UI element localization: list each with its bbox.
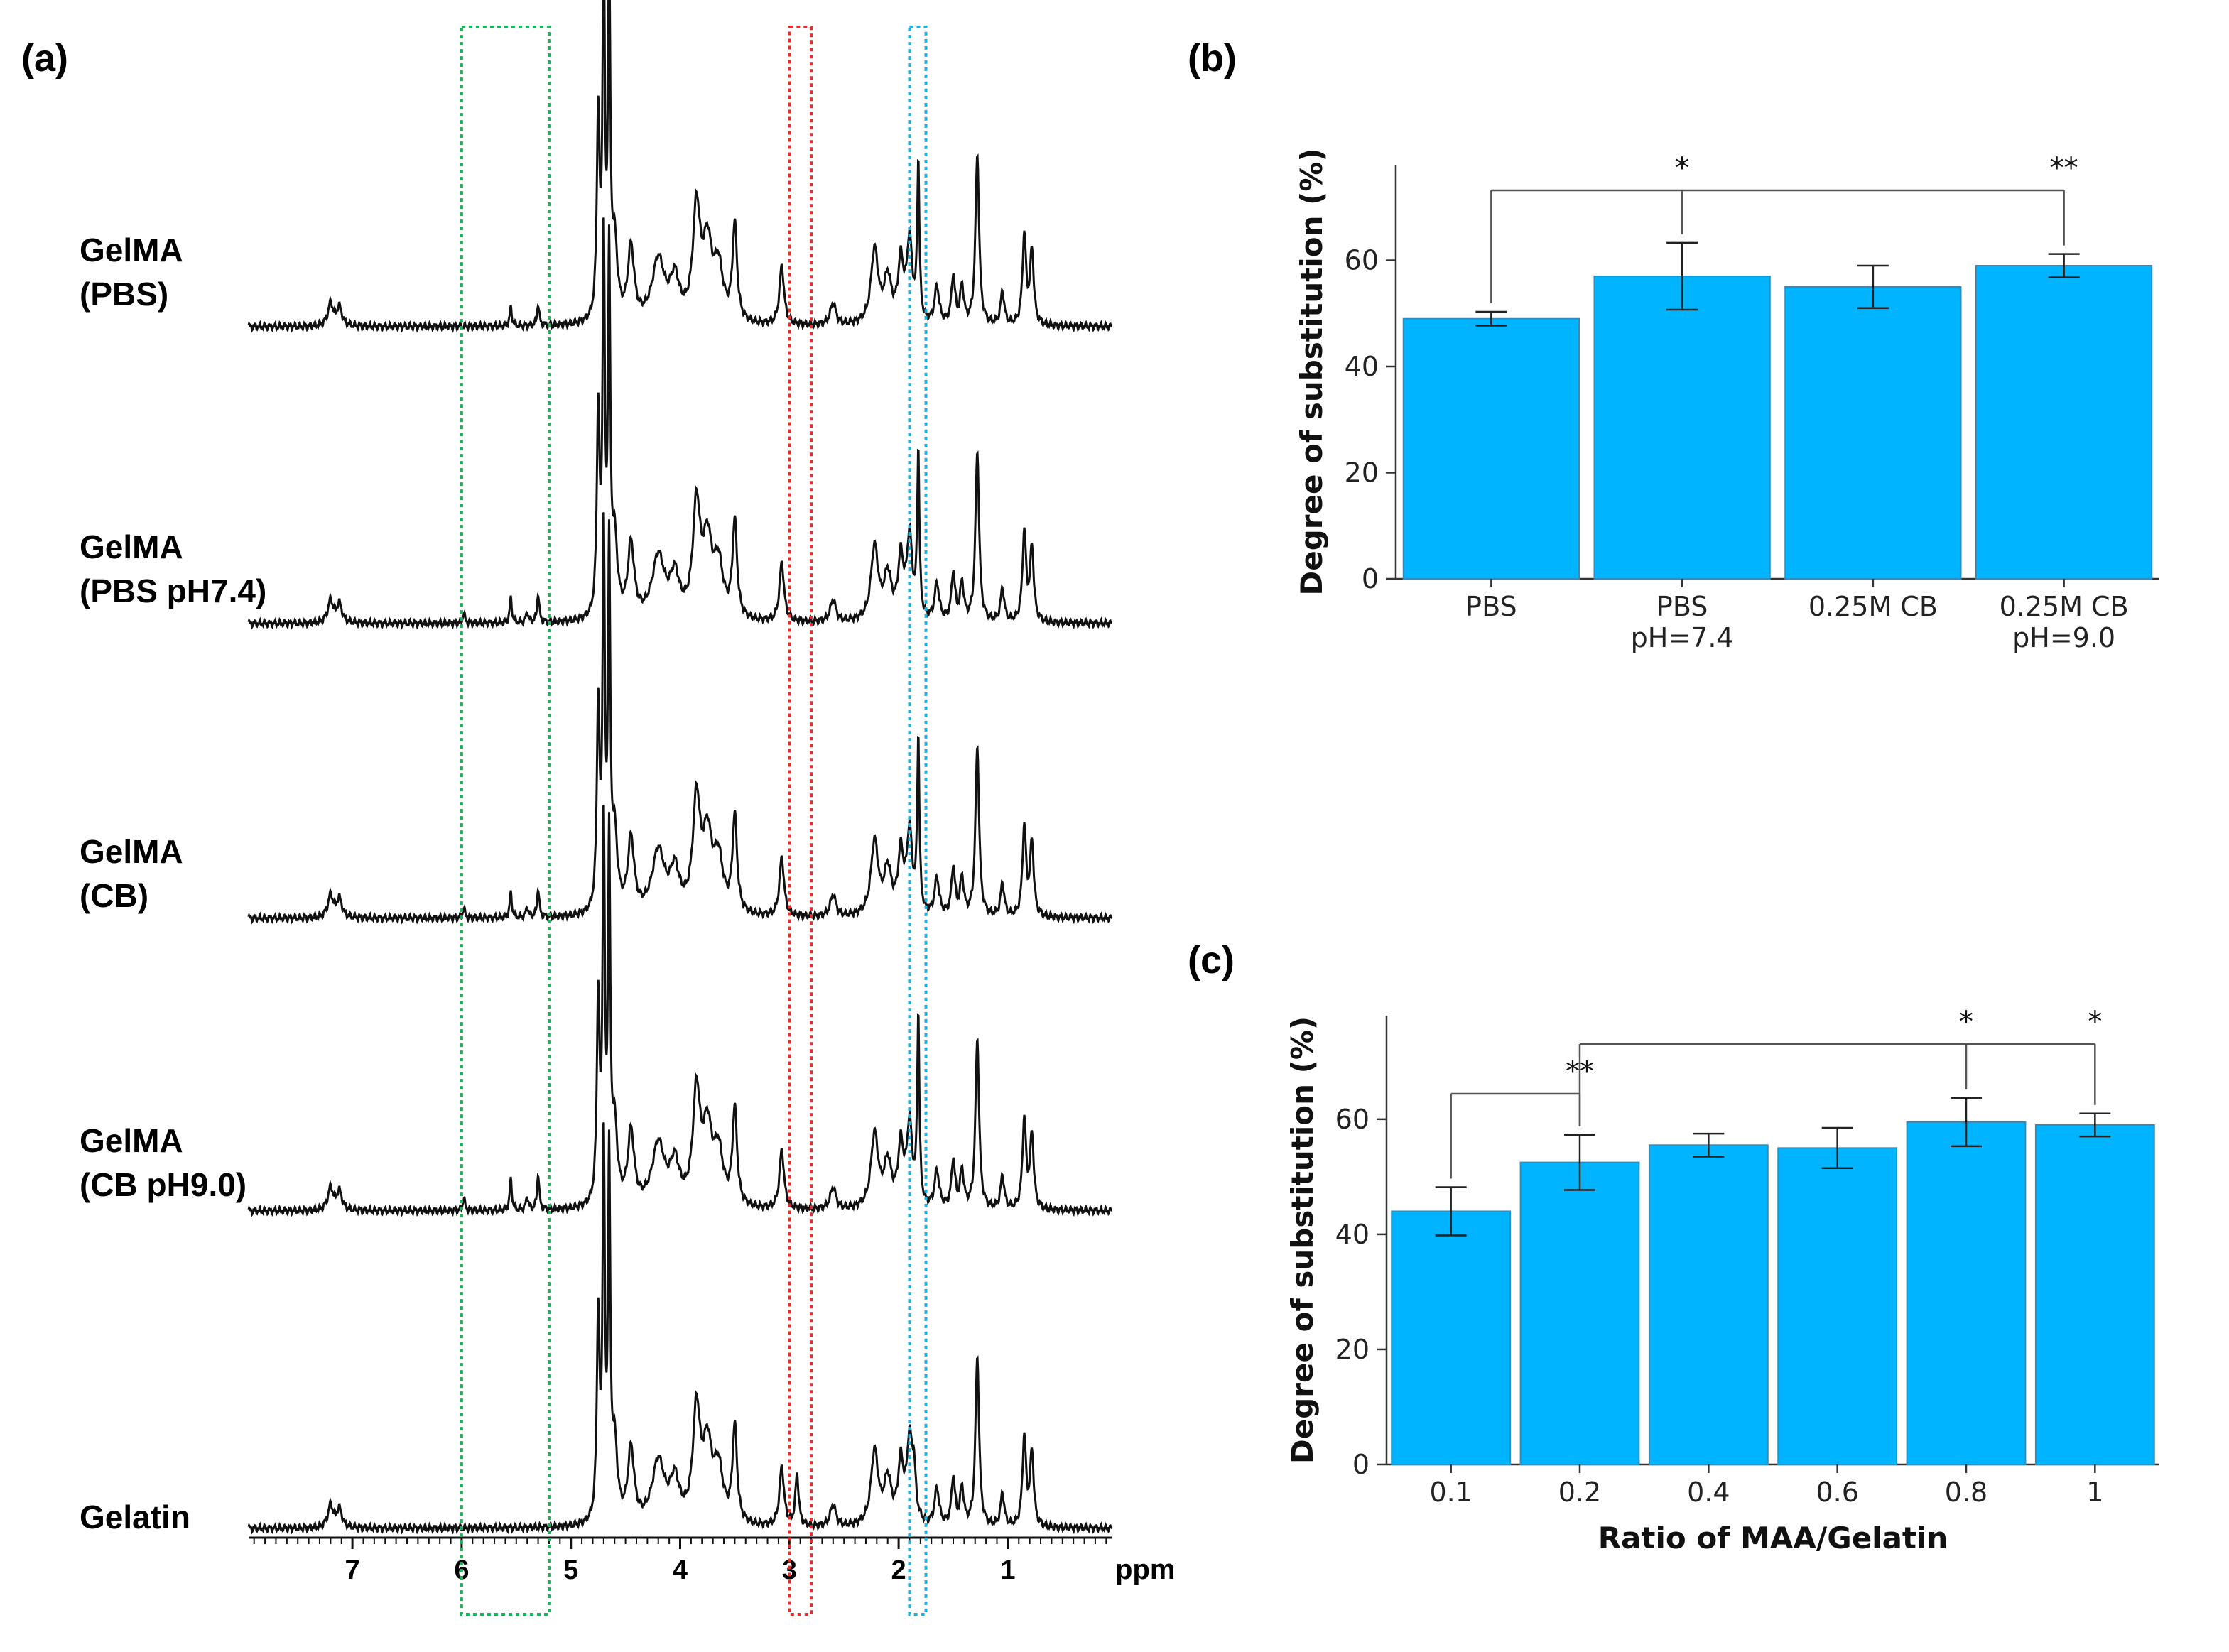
highlight-box-lysine xyxy=(788,26,813,1616)
highlight-box-vinyl xyxy=(460,26,551,1616)
x-tick-label: 0.6 xyxy=(1816,1477,1858,1508)
nmr-spectrum-line-2 xyxy=(247,511,1113,925)
nmr-spectrum-line-0 xyxy=(247,0,1113,333)
x-tick-label: pH=7.4 xyxy=(1631,622,1734,653)
spectrum-label-3-0: GelMA xyxy=(80,1122,183,1159)
x-tick-label: 1 xyxy=(2086,1477,2103,1508)
nmr-x-tick-label: 2 xyxy=(891,1555,906,1585)
nmr-x-tick-label: 7 xyxy=(345,1555,360,1585)
significance-label: * xyxy=(1959,1006,1973,1038)
x-axis-title: Ratio of MAA/Gelatin xyxy=(1598,1521,1948,1555)
spectrum-label-1-1: (PBS pH7.4) xyxy=(80,572,266,609)
y-tick-label: 40 xyxy=(1345,351,1379,382)
x-tick-label: PBS xyxy=(1465,591,1517,622)
nmr-spectrum-line-1 xyxy=(247,217,1113,630)
spectrum-label-4-0: Gelatin xyxy=(80,1499,190,1536)
spectrum-label-2-1: (CB) xyxy=(80,877,148,914)
spectrum-label-2-0: GelMA xyxy=(80,833,183,870)
bar-2 xyxy=(1784,286,1962,580)
x-tick-label: PBS xyxy=(1656,591,1708,622)
bar-0 xyxy=(1391,1210,1512,1465)
nmr-x-tick-label: 1 xyxy=(1000,1555,1015,1585)
x-tick-label: 0.2 xyxy=(1558,1477,1601,1508)
nmr-x-axis-title: ppm xyxy=(1115,1554,1175,1585)
bar-3 xyxy=(1777,1147,1898,1466)
bar-3 xyxy=(1975,265,2153,580)
y-axis-title: Degree of substitution (%) xyxy=(1285,1016,1320,1464)
bar-1 xyxy=(1593,275,1771,580)
x-tick-label: pH=9.0 xyxy=(2012,622,2115,653)
panel-c-label: (c) xyxy=(1188,939,1235,982)
bar-chart-c: 0 20 40 60 Degree of substitution (%) 0.1 0.2 0… xyxy=(1285,1006,2159,1555)
panel-a-label: (a) xyxy=(21,37,68,80)
nmr-x-tick-label: 5 xyxy=(563,1555,578,1585)
x-tick-label: 0.25M CB xyxy=(2000,591,2129,622)
nmr-spectrum-line-3 xyxy=(247,804,1113,1217)
highlight-box-methyl xyxy=(908,26,928,1616)
y-axis-title: Degree of substitution (%) xyxy=(1294,148,1329,595)
significance-label: * xyxy=(2088,1006,2102,1038)
nmr-x-tick-label: 3 xyxy=(782,1555,797,1585)
spectrum-label-1-0: GelMA xyxy=(80,528,183,565)
y-tick-label: 60 xyxy=(1335,1104,1370,1135)
spectrum-label-0-0: GelMA xyxy=(80,232,183,268)
bar-5 xyxy=(2034,1124,2155,1465)
significance-label: * xyxy=(1675,152,1689,185)
significance-label: ** xyxy=(2050,152,2078,185)
panel-b-label: (b) xyxy=(1188,37,1237,80)
y-tick-label: 20 xyxy=(1345,457,1379,489)
y-tick-label: 20 xyxy=(1335,1334,1370,1365)
nmr-spectrum-line-4 xyxy=(247,1121,1113,1535)
nmr-x-tick-label: 4 xyxy=(673,1555,688,1585)
y-tick-label: 0 xyxy=(1352,1449,1370,1480)
bar-1 xyxy=(1519,1161,1640,1465)
bar-0 xyxy=(1402,317,1580,580)
bar-2 xyxy=(1648,1144,1769,1466)
spectrum-label-3-1: (CB pH9.0) xyxy=(80,1166,246,1203)
nmr-spectra-panel: GelMA (PBS) GelMA (PBS pH7.4) GelMA (CB) GelMA… xyxy=(80,0,1175,1616)
x-tick-label: 0.25M CB xyxy=(1808,591,1938,622)
x-tick-label: 0.8 xyxy=(1945,1477,1987,1508)
y-tick-label: 0 xyxy=(1362,563,1379,594)
y-tick-label: 40 xyxy=(1335,1219,1370,1250)
spectrum-label-0-1: (PBS) xyxy=(80,276,168,313)
y-tick-label: 60 xyxy=(1345,245,1379,276)
x-tick-label: 0.4 xyxy=(1687,1477,1730,1508)
x-tick-label: 0.1 xyxy=(1429,1477,1472,1508)
bar-4 xyxy=(1906,1121,2027,1466)
